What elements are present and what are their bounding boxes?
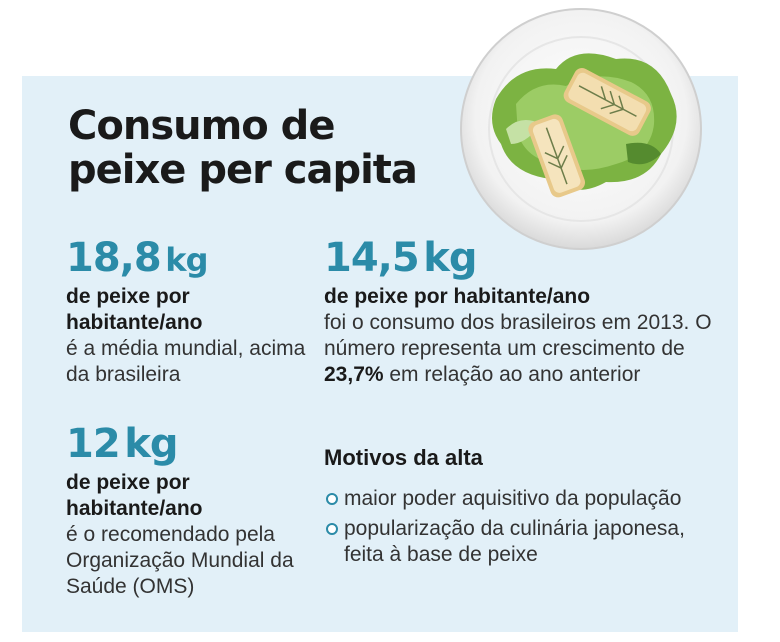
brazil-description: foi o consumo dos brasileiros em 2013. O… [324, 310, 724, 388]
brazil-bold-label: de peixe por habitante/ano [324, 285, 591, 308]
recommended-bold-label: de peixe por habitante/ano [66, 471, 203, 520]
circle-bullet-icon [326, 493, 338, 505]
brazil-growth-highlight: 23,7% [324, 363, 384, 386]
recommended-value-line: 12 kg [66, 418, 306, 470]
recommended-value: 12 [66, 421, 121, 467]
reason-item: maior poder aquisitivo da população [324, 486, 724, 512]
reasons-block: Motivos da alta maior poder aquisitivo d… [324, 444, 724, 572]
recommended-block: 12 kg de peixe por habitante/ano é o rec… [66, 418, 306, 600]
world-bold-label: de peixe por habitante/ano [66, 285, 203, 334]
reason-item: popularização da culinária japonesa, fei… [324, 516, 724, 568]
brazil-value-line: 14,5 kg [324, 232, 724, 284]
reasons-title: Motivos da alta [324, 445, 483, 470]
brazil-text-before: foi o consumo dos brasileiros em 2013. O… [324, 311, 712, 360]
recommended-description: é o recomendado pela Organização Mundial… [66, 523, 294, 598]
brazil-unit: kg [423, 235, 477, 281]
world-description: é a média mundial, acima da brasileira [66, 337, 306, 386]
reasons-list: maior poder aquisitivo da população popu… [324, 486, 724, 568]
world-average-value: 18,8 kg [66, 232, 306, 284]
brazil-value: 14,5 [324, 235, 420, 281]
world-unit: kg [165, 241, 208, 279]
page-title: Consumo de peixe per capita [68, 103, 418, 193]
fish-dish-image [460, 8, 702, 250]
reason-text: maior poder aquisitivo da população [344, 487, 682, 510]
recommended-unit: kg [124, 421, 178, 467]
circle-bullet-icon [326, 523, 338, 535]
world-average-block: 18,8 kg de peixe por habitante/ano é a m… [66, 232, 306, 388]
brazil-text-after: em relação ao ano anterior [383, 363, 641, 386]
world-value: 18,8 [66, 235, 162, 281]
brazil-block: 14,5 kg de peixe por habitante/ano foi o… [324, 232, 724, 388]
reason-text: popularização da culinária japonesa, fei… [344, 517, 685, 566]
